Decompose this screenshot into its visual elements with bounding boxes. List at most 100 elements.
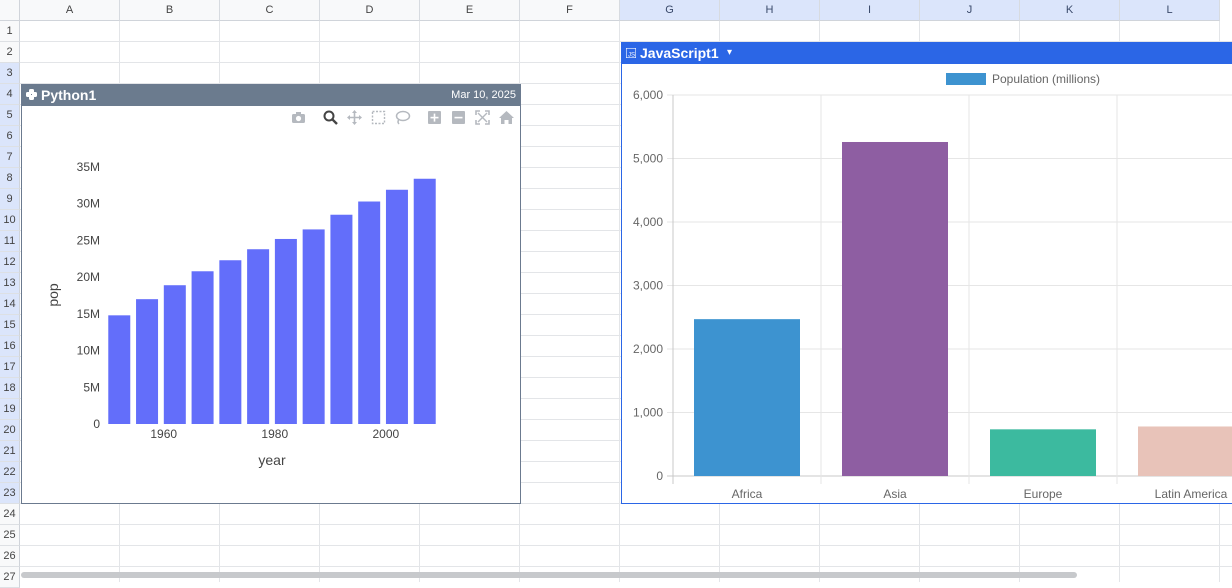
row-header-23[interactable]: 23 bbox=[0, 483, 20, 504]
row-header-27[interactable]: 27 bbox=[0, 567, 20, 588]
x-tick-label: Europe bbox=[1024, 487, 1063, 501]
row-header-9[interactable]: 9 bbox=[0, 189, 20, 210]
x-axis-title: year bbox=[258, 452, 286, 468]
y-tick-label: 0 bbox=[656, 469, 663, 483]
python-icon bbox=[26, 89, 37, 100]
row-header-10[interactable]: 10 bbox=[0, 210, 20, 231]
chevron-down-icon[interactable]: ▾ bbox=[727, 47, 733, 58]
bar[interactable] bbox=[694, 319, 800, 476]
lasso-select-icon[interactable] bbox=[394, 109, 411, 126]
bar[interactable] bbox=[1138, 426, 1232, 476]
row-header-20[interactable]: 20 bbox=[0, 420, 20, 441]
bar[interactable] bbox=[274, 238, 297, 424]
column-header-e[interactable]: E bbox=[420, 0, 520, 21]
row-header-1[interactable]: 1 bbox=[0, 21, 20, 42]
row-header-22[interactable]: 22 bbox=[0, 462, 20, 483]
y-tick-label: 25M bbox=[77, 233, 100, 247]
y-tick-label: 2,000 bbox=[633, 342, 663, 356]
bar[interactable] bbox=[358, 201, 381, 424]
row-header-6[interactable]: 6 bbox=[0, 126, 20, 147]
x-tick-label: 1980 bbox=[261, 427, 288, 441]
y-tick-label: 4,000 bbox=[633, 215, 663, 229]
python-widget-date: Mar 10, 2025 bbox=[451, 89, 516, 101]
zoom-out-icon[interactable] bbox=[450, 109, 467, 126]
y-tick-label: 0 bbox=[93, 417, 100, 431]
row-header-2[interactable]: 2 bbox=[0, 42, 20, 63]
bar[interactable] bbox=[385, 189, 408, 424]
autoscale-icon[interactable] bbox=[474, 109, 491, 126]
javascript-chart-widget[interactable]: JS JavaScript1 ▾ 0 1,000 2,000 3,000 4,000 5,… bbox=[621, 42, 1232, 504]
bar[interactable] bbox=[413, 178, 436, 424]
bar[interactable] bbox=[191, 271, 214, 424]
x-tick-label: Latin America bbox=[1155, 487, 1228, 501]
y-tick-label: 5,000 bbox=[633, 152, 663, 166]
column-header-h[interactable]: H bbox=[720, 0, 820, 21]
column-header-d[interactable]: D bbox=[320, 0, 420, 21]
column-header-l[interactable]: L bbox=[1120, 0, 1220, 21]
row-header-25[interactable]: 25 bbox=[0, 525, 20, 546]
bar[interactable] bbox=[330, 214, 353, 424]
camera-icon[interactable] bbox=[290, 109, 307, 126]
row-header-3[interactable]: 3 bbox=[0, 63, 20, 84]
column-header-b[interactable]: B bbox=[120, 0, 220, 21]
column-header-j[interactable]: J bbox=[920, 0, 1020, 21]
bar[interactable] bbox=[136, 299, 159, 424]
python-chart-widget[interactable]: Python1 Mar 10, 2025 0 5M 10M 15M 20M 25M 30M 3… bbox=[21, 84, 521, 504]
bar[interactable] bbox=[842, 141, 948, 476]
y-tick-label: 30M bbox=[77, 197, 100, 211]
column-header-a[interactable]: A bbox=[20, 0, 120, 21]
row-header-8[interactable]: 8 bbox=[0, 168, 20, 189]
row-header-15[interactable]: 15 bbox=[0, 315, 20, 336]
column-header-c[interactable]: C bbox=[220, 0, 320, 21]
bar[interactable] bbox=[108, 315, 131, 424]
row-header-13[interactable]: 13 bbox=[0, 273, 20, 294]
python-widget-title: Python1 bbox=[41, 87, 97, 103]
y-tick-label: 20M bbox=[77, 270, 100, 284]
javascript-bar-chart: 0 1,000 2,000 3,000 4,000 5,000 6,000 Africa Asi… bbox=[633, 72, 1232, 501]
svg-text:JS: JS bbox=[628, 53, 635, 59]
bar[interactable] bbox=[247, 249, 270, 424]
x-tick-label: 1960 bbox=[150, 427, 177, 441]
y-tick-label: 10M bbox=[77, 344, 100, 358]
y-tick-label: 1,000 bbox=[633, 406, 663, 420]
javascript-widget-title: JavaScript1 bbox=[640, 45, 719, 61]
bar[interactable] bbox=[990, 429, 1096, 476]
row-header-18[interactable]: 18 bbox=[0, 378, 20, 399]
row-header-19[interactable]: 19 bbox=[0, 399, 20, 420]
column-header-f[interactable]: F bbox=[520, 0, 620, 21]
row-header-21[interactable]: 21 bbox=[0, 441, 20, 462]
box-select-icon[interactable] bbox=[370, 109, 387, 126]
zoom-in-icon[interactable] bbox=[426, 109, 443, 126]
reset-axes-icon[interactable] bbox=[498, 109, 515, 126]
javascript-widget-titlebar[interactable]: JS JavaScript1 ▾ bbox=[622, 43, 1232, 64]
x-tick-label: 2000 bbox=[372, 427, 399, 441]
row-header-4[interactable]: 4 bbox=[0, 84, 20, 105]
row-header-17[interactable]: 17 bbox=[0, 357, 20, 378]
python-widget-titlebar[interactable]: Python1 Mar 10, 2025 bbox=[22, 85, 520, 106]
column-header-k[interactable]: K bbox=[1020, 0, 1120, 21]
row-header-26[interactable]: 26 bbox=[0, 546, 20, 567]
bar[interactable] bbox=[163, 285, 186, 424]
row-header-7[interactable]: 7 bbox=[0, 147, 20, 168]
row-header-16[interactable]: 16 bbox=[0, 336, 20, 357]
column-header-i[interactable]: I bbox=[820, 0, 920, 21]
horizontal-scrollbar[interactable] bbox=[21, 572, 1077, 578]
y-tick-label: 15M bbox=[77, 307, 100, 321]
row-header-24[interactable]: 24 bbox=[0, 504, 20, 525]
zoom-icon[interactable] bbox=[322, 109, 339, 126]
legend-swatch[interactable] bbox=[946, 73, 986, 85]
row-header-5[interactable]: 5 bbox=[0, 105, 20, 126]
legend-label[interactable]: Population (millions) bbox=[992, 72, 1100, 86]
row-header-12[interactable]: 12 bbox=[0, 252, 20, 273]
select-all-corner[interactable] bbox=[0, 0, 20, 21]
row-header-14[interactable]: 14 bbox=[0, 294, 20, 315]
column-header-g[interactable]: G bbox=[620, 0, 720, 21]
y-tick-label: 5M bbox=[83, 380, 100, 394]
javascript-icon: JS bbox=[626, 48, 636, 58]
row-header-11[interactable]: 11 bbox=[0, 231, 20, 252]
python-bar-chart: 0 5M 10M 15M 20M 25M 30M 35M 1960 1980 2000 year pop bbox=[45, 160, 436, 468]
pan-icon[interactable] bbox=[346, 109, 363, 126]
bar[interactable] bbox=[219, 260, 242, 424]
bar[interactable] bbox=[302, 229, 325, 424]
